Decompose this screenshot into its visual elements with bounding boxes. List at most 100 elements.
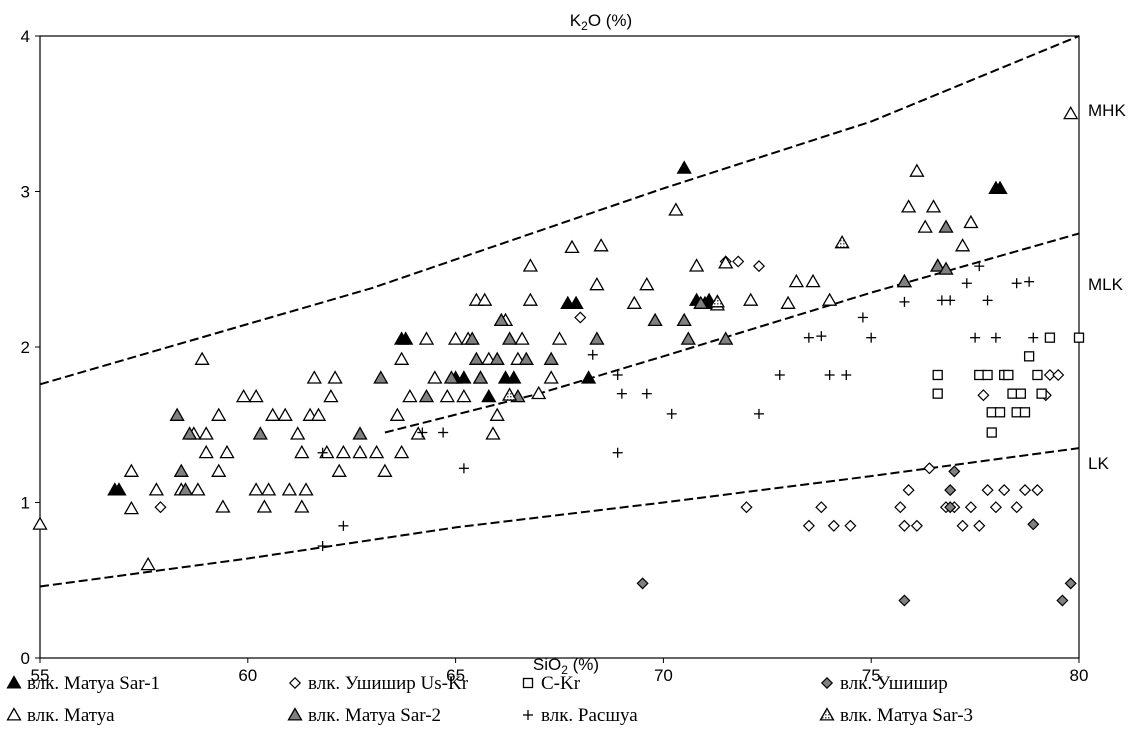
data-point [639, 276, 655, 291]
data-point [1011, 278, 1022, 289]
data-point [977, 389, 990, 402]
data-point [612, 447, 623, 458]
data-point [427, 370, 443, 384]
data-point [803, 332, 814, 343]
data-point [410, 426, 426, 440]
data-point [477, 292, 493, 306]
data-point [910, 519, 923, 532]
legend-item: влк. Матуа Sar-2 [287, 705, 441, 726]
y-tick-label: 2 [21, 338, 30, 357]
data-point [753, 408, 764, 419]
data-point [587, 349, 598, 360]
data-point [373, 370, 389, 384]
data-point [281, 482, 298, 496]
data-point [531, 385, 547, 400]
data-point [788, 273, 805, 288]
data-point [834, 234, 850, 249]
data-point [945, 295, 956, 306]
data-point [636, 577, 649, 590]
data-point [1015, 388, 1026, 399]
data-point [294, 499, 310, 513]
data-point [740, 501, 753, 514]
legend-item: влк. Ушишир Us-Kr [288, 673, 469, 694]
data-point [902, 484, 915, 497]
data-point [676, 160, 692, 174]
series-3 [932, 332, 1085, 438]
data-point [666, 408, 677, 419]
data-point [898, 594, 911, 607]
data-point [774, 369, 785, 380]
data-point [418, 388, 435, 403]
data-point [215, 499, 231, 513]
data-point [481, 388, 497, 403]
data-point [680, 331, 696, 345]
data-point [458, 463, 469, 474]
legend-marker [820, 676, 834, 690]
y-tick-label: 3 [21, 183, 30, 202]
legend: влк. Матуа Sar-1 влк. Ушишир Us-Kr C-Kr влк… [6, 673, 973, 726]
data-point [1052, 368, 1065, 382]
data-point [501, 331, 518, 345]
data-point [986, 427, 997, 438]
data-point [294, 444, 310, 459]
x-axis-title-subscript: 2 [561, 663, 568, 677]
region-label-mhk: MHK [1088, 101, 1126, 120]
data-point [543, 351, 559, 365]
x-axis-title: SiO2 (%) [533, 655, 599, 677]
data-point [1018, 484, 1032, 497]
series-5 [32, 105, 1079, 571]
data-point [815, 501, 828, 514]
data-point [896, 273, 913, 288]
data-point [989, 501, 1002, 514]
data-point [898, 519, 911, 532]
data-point [580, 370, 597, 384]
data-point [827, 519, 840, 532]
data-point [248, 388, 264, 403]
y-axis-title-subscript: 2 [581, 19, 588, 33]
legend-label: влк. Матуа Sar-3 [840, 705, 973, 726]
data-point [489, 351, 505, 365]
data-point [317, 541, 328, 552]
legend-marker [288, 676, 302, 690]
legend-item: влк. Расшуа [523, 705, 638, 726]
data-point [982, 295, 993, 306]
y-tick-label: 0 [21, 649, 30, 668]
data-point [443, 370, 460, 384]
data-point [974, 369, 985, 381]
axes: K2O (%) SiO2 (%) 55 60 65 70 75 80 0 1 2 3 4 [21, 11, 1089, 685]
data-point [821, 292, 838, 306]
data-point [612, 369, 623, 380]
data-point [1019, 407, 1031, 418]
series-4 [636, 465, 1077, 607]
data-point [1036, 388, 1047, 399]
data-point [393, 351, 410, 365]
data-point [994, 407, 1006, 418]
data-point [393, 444, 410, 459]
data-point [417, 427, 428, 438]
data-point [198, 426, 214, 440]
data-point [1043, 368, 1056, 382]
data-point [514, 331, 530, 345]
data-point [593, 238, 609, 252]
data-point [688, 258, 705, 272]
data-point [589, 331, 605, 345]
data-point [1064, 577, 1077, 590]
legend-label: влк. Расшуа [541, 705, 638, 726]
data-point [522, 258, 539, 272]
data-point [211, 463, 227, 477]
data-point [998, 484, 1011, 497]
data-point [944, 484, 957, 497]
data-point [900, 199, 917, 213]
data-point [335, 444, 352, 459]
data-point [824, 369, 835, 380]
data-point [506, 370, 522, 384]
data-point [1028, 332, 1039, 343]
data-point [493, 312, 509, 327]
legend-item: влк. Матуа [6, 705, 115, 726]
data-point [982, 369, 993, 381]
data-point [844, 519, 857, 532]
data-point [543, 370, 559, 384]
data-point [169, 407, 185, 421]
data-point [780, 295, 796, 309]
